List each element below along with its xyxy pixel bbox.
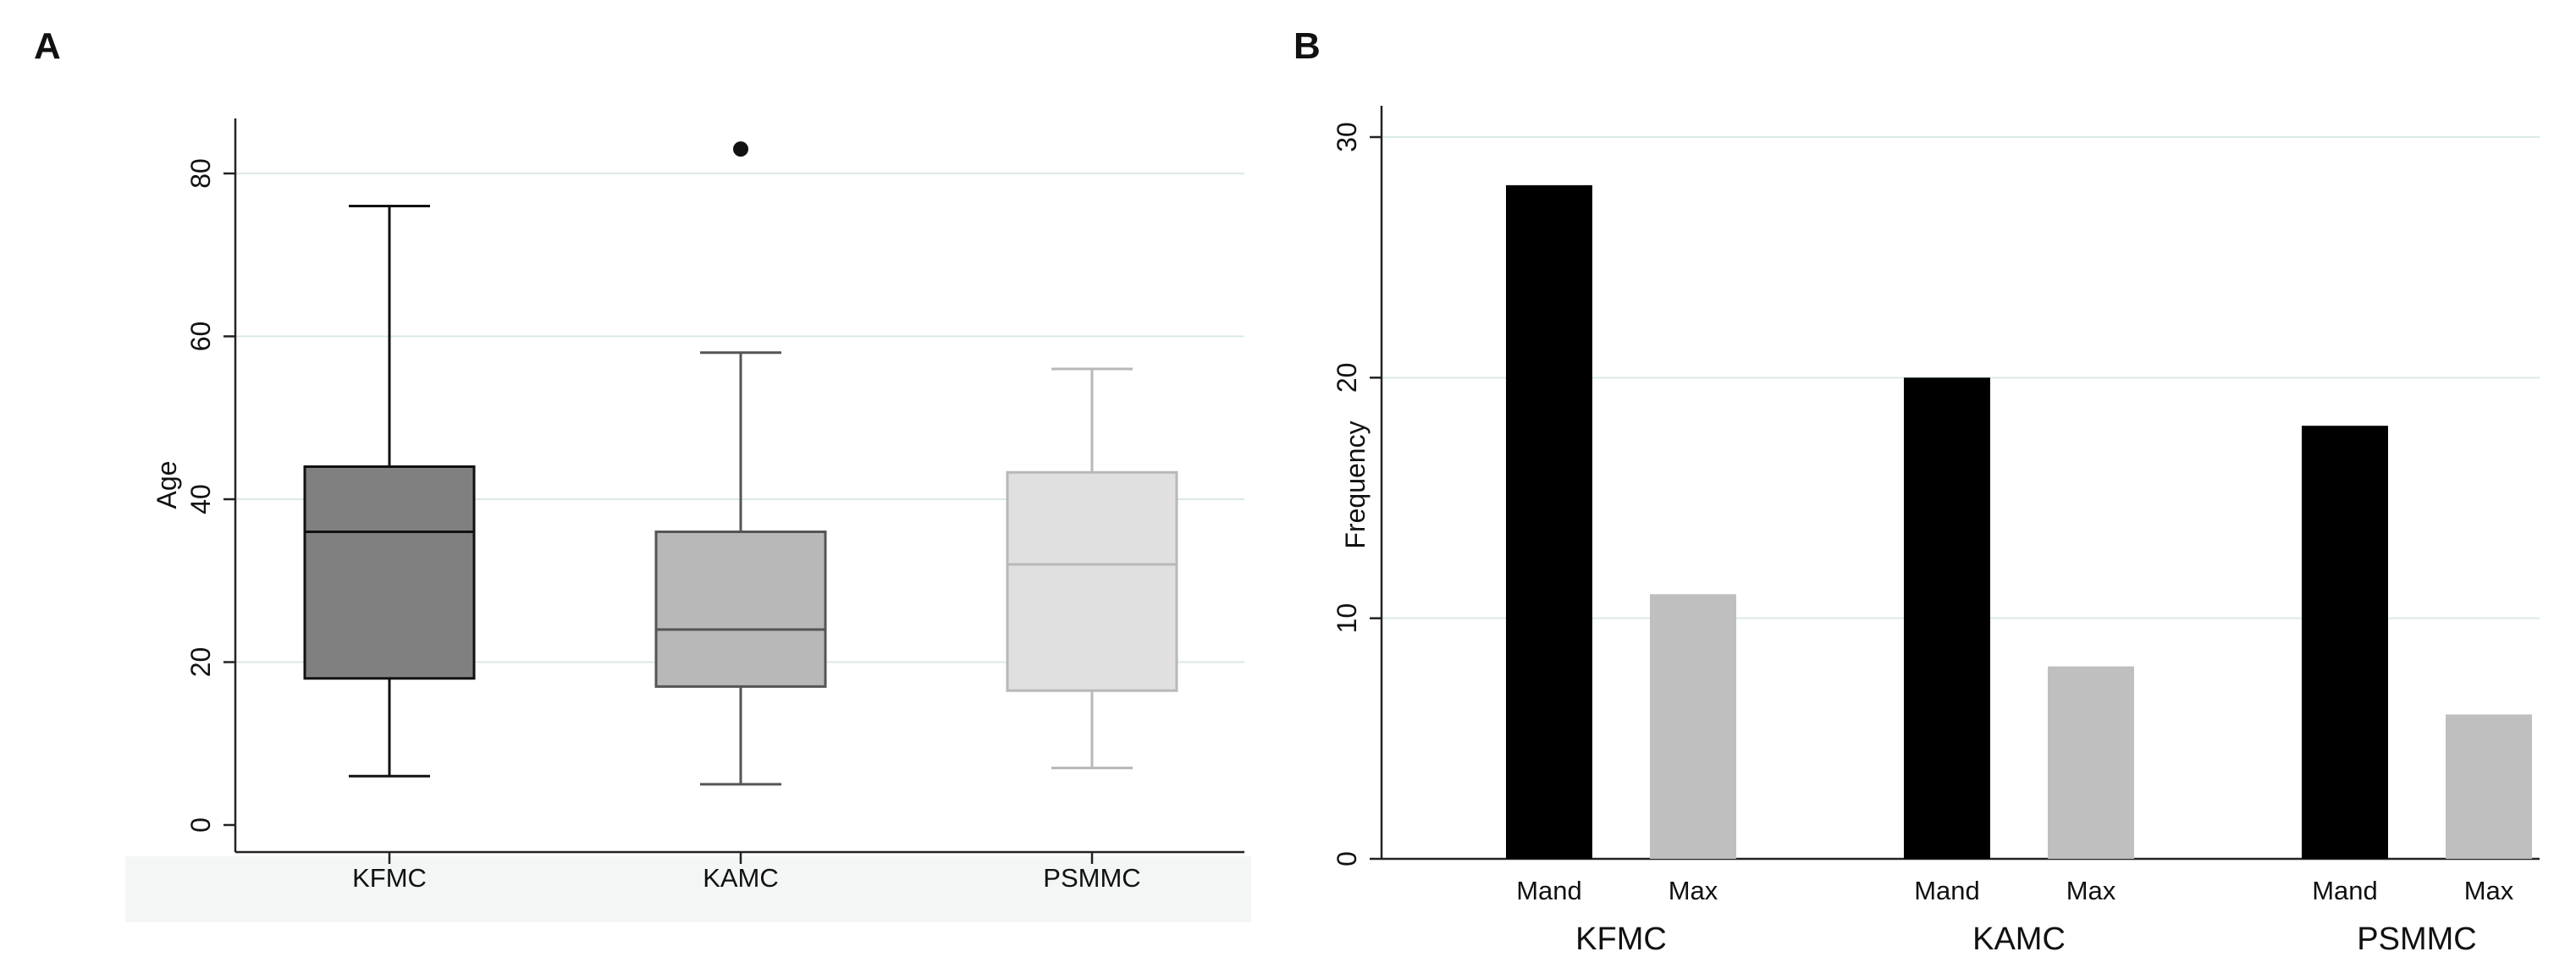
bar-max-psmmc xyxy=(2446,714,2532,859)
y-axis-label: Age xyxy=(152,461,182,509)
bar-subcategory-label: Max xyxy=(1669,876,1718,905)
y-tick-label: 60 xyxy=(185,322,216,352)
y-tick-label: 0 xyxy=(185,817,216,833)
bar-mand-kamc xyxy=(1904,377,1990,859)
bar-max-kfmc xyxy=(1650,594,1736,859)
outlier-point xyxy=(733,141,748,157)
plot-bottom-band xyxy=(125,856,1251,922)
panel-b-letter: B xyxy=(1294,25,1321,67)
age-boxplot: 0 20 40 60 80 Age KFMC KAMC PSMMC xyxy=(125,118,1251,922)
y-tick-label: 0 xyxy=(1332,851,1362,866)
box-psmmc: PSMMC xyxy=(1006,367,1178,893)
box-kamc: KAMC xyxy=(654,141,827,893)
bar-subcategory-label: Mand xyxy=(1516,876,1582,905)
x-category-label: PSMMC xyxy=(1043,863,1140,893)
box-kfmc: KFMC xyxy=(303,205,476,893)
group-label: PSMMC xyxy=(2357,921,2476,957)
y-tick-label: 20 xyxy=(1332,363,1362,393)
bar-max-kamc xyxy=(2048,666,2134,859)
bar-subcategory-label: Max xyxy=(2066,876,2116,905)
bar-subcategory-label: Max xyxy=(2464,876,2514,905)
group-label: KFMC xyxy=(1575,921,1667,957)
iqr-box xyxy=(1006,470,1178,692)
bar-mand-psmmc xyxy=(2302,426,2388,859)
bar-mand-kfmc xyxy=(1506,184,1592,859)
iqr-box xyxy=(303,465,476,680)
x-category-label: KAMC xyxy=(703,863,779,893)
y-tick-label: 80 xyxy=(185,158,216,189)
y-tick-label: 30 xyxy=(1332,122,1362,152)
y-axis-label: Frequency xyxy=(1340,421,1371,548)
y-tick-label: 20 xyxy=(185,647,216,678)
iqr-box xyxy=(654,531,827,688)
y-tick-label: 40 xyxy=(185,484,216,514)
panel-a-letter: A xyxy=(34,25,61,67)
group-label: KAMC xyxy=(1972,921,2066,957)
bar-subcategory-label: Mand xyxy=(1914,876,1980,905)
x-category-label: KFMC xyxy=(352,863,427,893)
bar-group-psmmc: Mand Max PSMMC xyxy=(2302,426,2532,957)
y-tick-label: 10 xyxy=(1332,603,1362,634)
bar-subcategory-label: Mand xyxy=(2312,876,2378,905)
